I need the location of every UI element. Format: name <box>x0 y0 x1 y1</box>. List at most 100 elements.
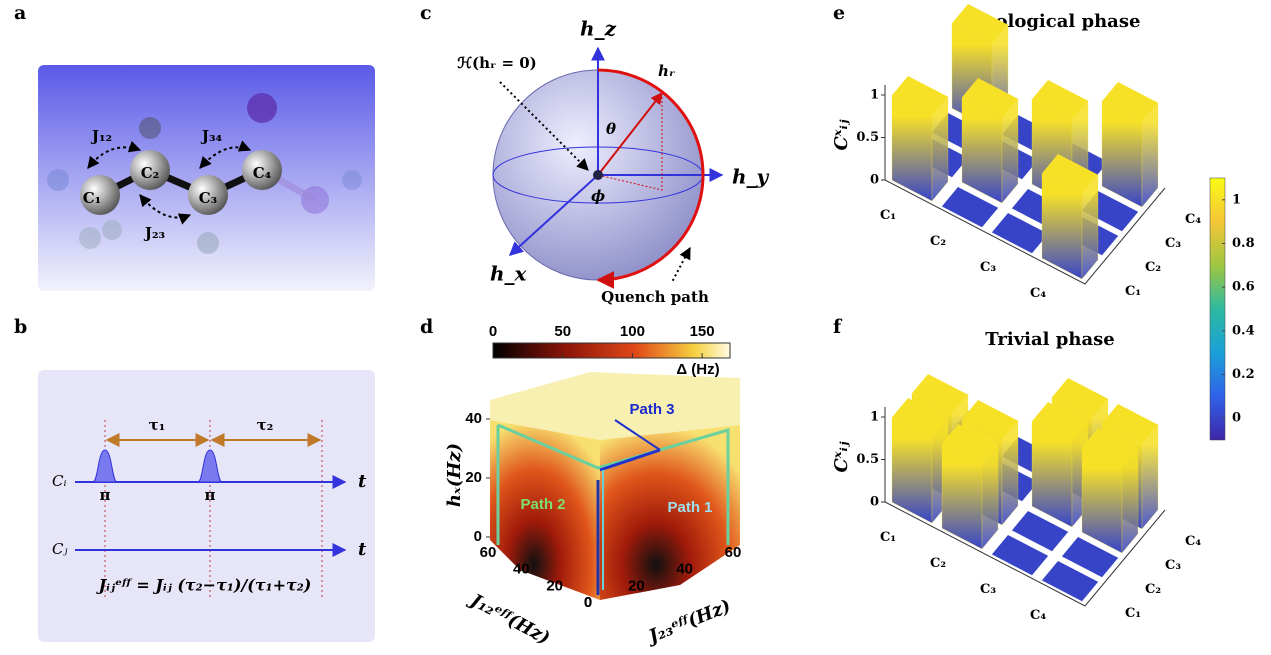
colorbar <box>492 342 731 359</box>
tick-label: 100 <box>620 323 645 340</box>
bar-top <box>952 4 1008 44</box>
bar-top <box>1102 82 1158 122</box>
panel-label: d <box>420 316 433 338</box>
angle-label: θ <box>606 120 616 138</box>
tau-label: τ₂ <box>257 416 274 434</box>
panel-b-bg <box>38 370 375 642</box>
tick-label: 20 <box>628 577 645 594</box>
bar-top <box>942 424 998 464</box>
tick-label: 1 <box>870 410 879 425</box>
colorbar-label: Δ (Hz) <box>676 361 719 378</box>
bar-top <box>1082 428 1138 468</box>
axis <box>884 179 1166 285</box>
bar-top <box>1032 80 1088 120</box>
tick-label: 0 <box>870 173 879 188</box>
bloch-sphere <box>492 46 724 289</box>
axis-label: Cˣᵢⱼ <box>831 441 852 472</box>
bar <box>941 424 999 550</box>
bar <box>1041 154 1099 280</box>
tick-label: 20 <box>465 469 482 486</box>
tick-label: 40 <box>513 561 530 578</box>
bar-top <box>1012 511 1068 551</box>
path-label: Path 1 <box>667 499 712 516</box>
angle-label: ϕ <box>591 187 605 205</box>
bar <box>1081 428 1139 554</box>
panel-label: e <box>833 2 845 24</box>
atom-label: C₁ <box>83 189 102 207</box>
bar-top <box>1042 154 1098 194</box>
panel-label: c <box>420 2 432 24</box>
hamiltonian-label: ℋ(hᵣ = 0) <box>457 54 537 72</box>
bar <box>891 76 949 202</box>
tick-label: 40 <box>465 410 482 427</box>
tick-label: 40 <box>676 561 693 578</box>
tick-label: 0 <box>489 323 497 340</box>
bar-top <box>892 76 948 116</box>
panel-title: Trivial phase <box>985 329 1114 350</box>
bar-top <box>912 374 968 414</box>
tau-label: τ₁ <box>149 416 166 434</box>
panel-label: f <box>833 316 843 338</box>
bar-top <box>1102 404 1158 444</box>
axis-label: J₂₃ᵉᶠᶠ(Hz) <box>643 596 734 649</box>
tick-label: 60 <box>480 544 497 561</box>
row-label: C₂ <box>930 556 946 571</box>
quench-label: Quench path <box>601 288 709 306</box>
molecule <box>47 93 362 254</box>
tick-label: 1 <box>870 88 879 103</box>
col-label: C₃ <box>1165 558 1181 573</box>
line-label: Cᵢ <box>52 472 67 490</box>
bar <box>991 535 1049 576</box>
path-label: Path 2 <box>520 496 565 513</box>
col-label: C₂ <box>1145 260 1161 275</box>
bar <box>961 78 1019 204</box>
col-label: C₂ <box>1145 582 1161 597</box>
tick-label: 1 <box>1232 192 1241 207</box>
bar <box>1061 537 1119 578</box>
tick-label: 20 <box>546 577 563 594</box>
tick-label: 0 <box>584 594 592 611</box>
row-label: C₁ <box>880 208 896 223</box>
axis-label: h_x <box>490 262 528 286</box>
vector-label: hᵣ <box>658 62 676 80</box>
bar <box>1041 561 1099 602</box>
formula: Jᵢⱼᵉᶠᶠ = Jᵢⱼ (τ₂−τ₁)/(τ₁+τ₂) <box>96 576 312 595</box>
tick-label: 0.8 <box>1232 236 1255 251</box>
bar <box>1031 402 1089 528</box>
colorbar <box>1209 177 1226 441</box>
tick-label: 0 <box>474 528 482 545</box>
bar <box>1101 82 1159 208</box>
tick-label: 50 <box>554 323 571 340</box>
axis-label: Cˣᵢⱼ <box>831 119 852 150</box>
row-label: C₁ <box>880 530 896 545</box>
bar <box>1011 511 1069 552</box>
col-label: C₄ <box>1185 212 1201 227</box>
axis-label: J₁₂ᵉᶠᶠ(Hz) <box>465 589 554 649</box>
tick-label: 0.2 <box>1232 367 1255 382</box>
gap-landscape <box>490 372 740 600</box>
bar-top <box>962 78 1018 118</box>
tick-label: 0.4 <box>1232 323 1255 338</box>
atom-label: C₄ <box>253 164 272 182</box>
tick-label: 150 <box>690 323 715 340</box>
coupling-label: J₁₂ <box>90 127 112 145</box>
tick-label: 0 <box>1232 411 1241 426</box>
tick-label: 0.5 <box>856 452 879 467</box>
bar-top <box>1052 378 1108 418</box>
bar-top <box>992 213 1048 253</box>
col-label: C₁ <box>1125 606 1141 621</box>
row-label: C₄ <box>1030 608 1046 623</box>
panel-label: a <box>14 2 26 24</box>
bar-top <box>1032 402 1088 442</box>
bar-top <box>992 535 1048 575</box>
coupling-label: J₃₄ <box>200 127 223 145</box>
tick-label: 0 <box>584 594 592 611</box>
tick-label: 0.5 <box>856 130 879 145</box>
tick-label: 0.6 <box>1232 280 1255 295</box>
pulse-label: π <box>100 486 111 504</box>
axis-label: h_z <box>580 17 617 41</box>
row-label: C₃ <box>980 582 996 597</box>
atom-label: C₃ <box>199 189 218 207</box>
pulse-diagram <box>75 420 347 600</box>
